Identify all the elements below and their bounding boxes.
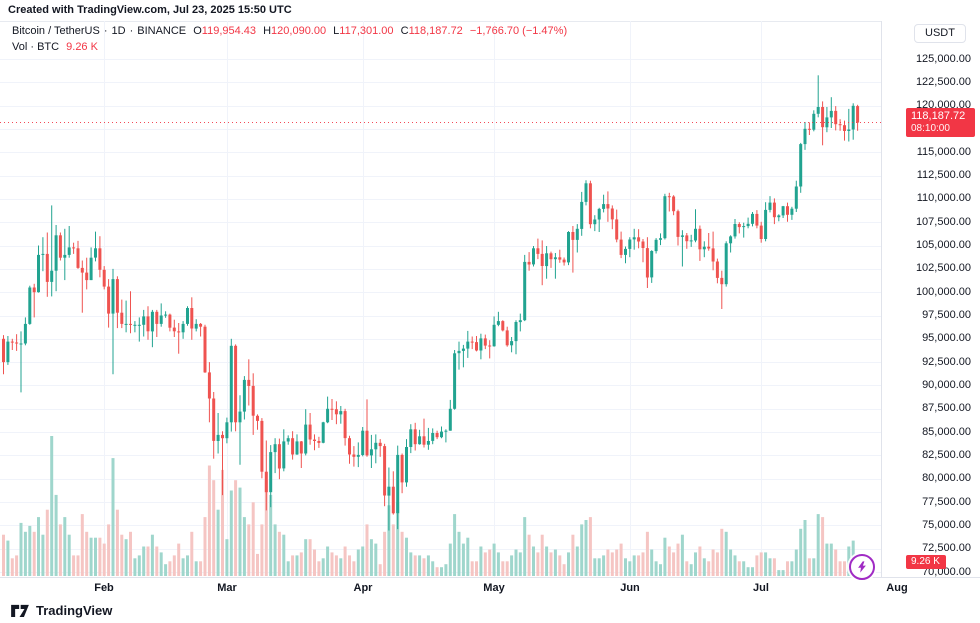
month-label: Mar — [217, 582, 237, 594]
countdown-timer: 08:10:00 — [911, 123, 950, 134]
open-value: 119,954.43 — [201, 25, 257, 37]
legend-separator: · — [129, 25, 134, 37]
month-label: Jul — [753, 582, 769, 594]
volume-legend: Vol · BTC 9.26 K — [12, 41, 102, 54]
price-tick-label: 92,500.00 — [922, 356, 971, 368]
high-key: H — [263, 25, 272, 37]
low-key: L — [333, 25, 340, 37]
month-label: Feb — [94, 582, 114, 594]
price-tick-label: 100,000.00 — [915, 286, 971, 298]
last-price-value: 118,187.72 — [911, 110, 966, 122]
month-label: Aug — [886, 582, 908, 594]
price-tick-label: 77,500.00 — [922, 496, 971, 508]
currency-button[interactable]: USDT — [914, 24, 966, 43]
price-tick-label: 102,500.00 — [915, 262, 971, 274]
tradingview-logo-icon — [10, 604, 30, 618]
low-value: 117,301.00 — [339, 25, 394, 37]
month-label: May — [483, 582, 505, 594]
price-tick-label: 95,000.00 — [922, 332, 971, 344]
price-tick-label: 80,000.00 — [922, 472, 971, 484]
candlestick-chart[interactable] — [0, 0, 881, 577]
legend-separator: · — [103, 25, 108, 37]
price-tick-label: 122,500.00 — [915, 76, 971, 88]
month-label: Apr — [353, 582, 373, 594]
close-value: 118,187.72 — [408, 25, 463, 37]
price-tick-label: 82,500.00 — [922, 449, 971, 461]
symbol-legend: Bitcoin / TetherUS · 1D · BINANCE O119,954.4… — [12, 25, 571, 38]
volume-badge: 9.26 K — [906, 555, 946, 569]
volume-value: 9.26 K — [66, 41, 98, 53]
symbol-exchange: BINANCE — [137, 25, 187, 37]
lightning-bolt-icon — [856, 561, 868, 573]
price-tick-label: 112,500.00 — [916, 169, 971, 181]
tradingview-brand-link[interactable]: TradingView — [10, 603, 112, 618]
month-label: Jun — [620, 582, 640, 594]
price-tick-label: 85,000.00 — [922, 426, 971, 438]
volume-label: Vol · BTC — [12, 41, 60, 53]
open-key: O — [193, 25, 202, 37]
price-tick-label: 110,000.00 — [916, 192, 971, 204]
boost-lightning-button[interactable] — [849, 554, 875, 580]
symbol-title: Bitcoin / TetherUS — [12, 25, 100, 37]
tradingview-wordmark: TradingView — [36, 603, 113, 618]
symbol-interval: 1D — [111, 25, 126, 37]
high-value: 120,090.00 — [271, 25, 327, 37]
price-tick-label: 125,000.00 — [915, 53, 971, 65]
attribution-text: Created with TradingView.com, Jul 23, 20… — [8, 4, 292, 16]
price-tick-label: 115,000.00 — [916, 146, 971, 158]
price-tick-label: 105,000.00 — [915, 239, 971, 251]
price-tick-label: 87,500.00 — [922, 402, 971, 414]
price-tick-label: 70,000.00 — [922, 566, 971, 578]
close-key: C — [400, 25, 409, 37]
time-axis[interactable]: Feb Mar Apr May Jun Jul Aug — [0, 577, 980, 601]
price-tick-label: 75,000.00 — [922, 519, 971, 531]
change-value: −1,766.70 (−1.47%) — [469, 25, 568, 37]
price-axis[interactable]: USDT 70,000.00 72,500.00 75,000.00 77,500.0… — [881, 21, 980, 578]
price-tick-label: 90,000.00 — [922, 379, 971, 391]
last-price-label: 118,187.72 08:10:00 — [906, 108, 975, 137]
price-tick-label: 97,500.00 — [922, 309, 971, 321]
footer: TradingView — [0, 600, 980, 623]
price-tick-label: 72,500.00 — [922, 542, 971, 554]
price-tick-label: 107,500.00 — [915, 216, 971, 228]
pane-top-border — [0, 21, 980, 22]
